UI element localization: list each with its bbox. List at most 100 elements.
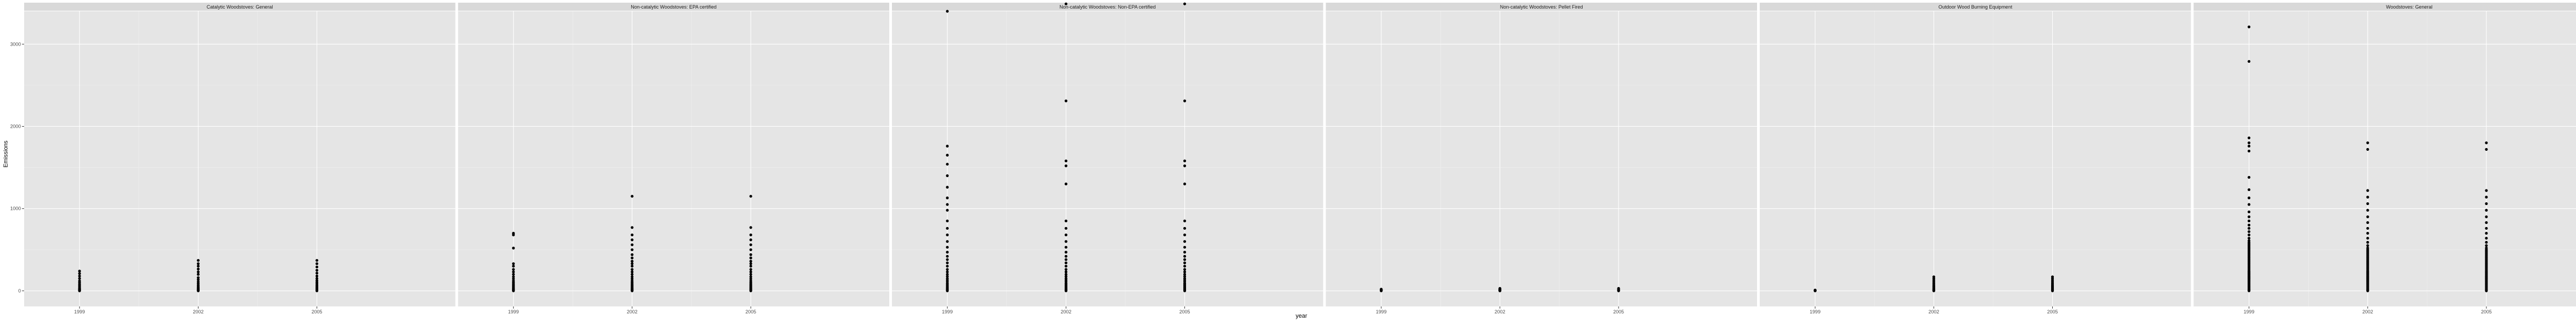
data-point (749, 275, 752, 279)
data-point (2366, 202, 2369, 206)
data-point (946, 153, 949, 157)
y-axis: 0 1000 2000 3000 (10, 41, 24, 294)
data-point (749, 238, 752, 241)
data-point (1183, 2, 1187, 5)
panel-background (2193, 11, 2576, 306)
facet-strip-label: Woodstoves: General (2386, 4, 2432, 10)
data-point (946, 270, 949, 274)
x-tick-label: 2005 (1613, 309, 1624, 314)
data-point (749, 243, 752, 246)
data-point (946, 258, 949, 261)
data-point (512, 265, 515, 268)
data-point (1183, 182, 1187, 186)
x-tick-label: 2002 (193, 309, 203, 314)
data-point (315, 274, 319, 277)
data-point (2485, 244, 2488, 247)
data-point (631, 260, 634, 263)
data-point (512, 246, 515, 250)
data-point (2366, 189, 2369, 192)
data-point (749, 226, 752, 229)
y-tick-label: 1000 (10, 206, 21, 211)
data-point (315, 277, 319, 280)
data-point (78, 269, 81, 273)
data-point (749, 279, 752, 283)
data-point (512, 279, 515, 283)
data-point (1183, 277, 1187, 280)
data-point (2366, 232, 2369, 235)
data-point (946, 186, 949, 189)
data-point (749, 268, 752, 271)
data-point (2248, 230, 2251, 233)
data-point (631, 270, 634, 274)
x-tick-label: 2005 (1179, 309, 1190, 314)
data-point (2366, 246, 2369, 250)
data-point (946, 273, 949, 276)
facet-strip-label: Catalytic Woodstoves: General (207, 4, 273, 10)
data-point (749, 257, 752, 260)
data-point (749, 260, 752, 263)
data-point (631, 248, 634, 251)
y-tick-label: 3000 (10, 41, 21, 47)
facet-panel: Woodstoves: General 1999 2002 2005 (2193, 3, 2576, 314)
data-point (946, 277, 949, 280)
data-point (631, 275, 634, 279)
data-point (1064, 159, 1067, 163)
data-point (1183, 265, 1187, 268)
data-point (1064, 2, 1067, 5)
data-point (749, 253, 752, 257)
data-point (1064, 270, 1067, 274)
data-point (1183, 219, 1187, 223)
facet-panel: Non-catalytic Woodstoves: Non-EPA certif… (892, 2, 1323, 314)
data-point (196, 276, 200, 279)
data-point (946, 209, 949, 212)
facet-strip-label: Non-catalytic Woodstoves: Pellet Fired (1500, 4, 1583, 10)
facet-strip-label: Non-catalytic Woodstoves: Non-EPA certif… (1059, 4, 1155, 10)
x-tick-label: 1999 (74, 309, 85, 314)
data-point (2485, 202, 2488, 206)
data-point (749, 270, 752, 274)
data-point (1064, 233, 1067, 237)
data-point (946, 10, 949, 13)
data-point (1813, 288, 1817, 292)
data-point (631, 273, 634, 276)
data-point (631, 257, 634, 260)
data-point (1183, 164, 1187, 167)
data-point (2248, 223, 2251, 226)
data-point (196, 265, 200, 268)
data-point (2248, 149, 2251, 153)
data-point (2485, 148, 2488, 151)
data-point (1617, 287, 1620, 290)
data-point (1064, 246, 1067, 249)
data-point (2051, 275, 2054, 279)
data-point (1064, 182, 1067, 186)
data-point (512, 273, 515, 276)
data-point (1064, 258, 1067, 261)
data-point (946, 174, 949, 178)
x-tick-label: 2005 (745, 309, 756, 314)
data-point (78, 279, 81, 283)
data-point (749, 233, 752, 237)
data-point (1064, 254, 1067, 258)
data-point (946, 275, 949, 278)
data-point (2248, 141, 2251, 144)
data-point (2248, 203, 2251, 206)
x-axis-title: year (1296, 313, 1307, 319)
facet-strip (1326, 3, 1757, 11)
data-point (946, 246, 949, 249)
data-point (1183, 254, 1187, 258)
data-point (2248, 239, 2251, 243)
data-point (631, 277, 634, 281)
data-point (2248, 25, 2251, 28)
data-point (2366, 240, 2369, 244)
data-point (196, 259, 200, 262)
data-point (2248, 226, 2251, 230)
data-point (946, 251, 949, 254)
data-point (946, 203, 949, 206)
data-point (1932, 275, 1935, 279)
x-tick-label: 2002 (1928, 309, 1939, 314)
data-point (2248, 237, 2251, 240)
data-point (2366, 221, 2369, 224)
data-point (1183, 261, 1187, 265)
data-point (1183, 99, 1187, 103)
